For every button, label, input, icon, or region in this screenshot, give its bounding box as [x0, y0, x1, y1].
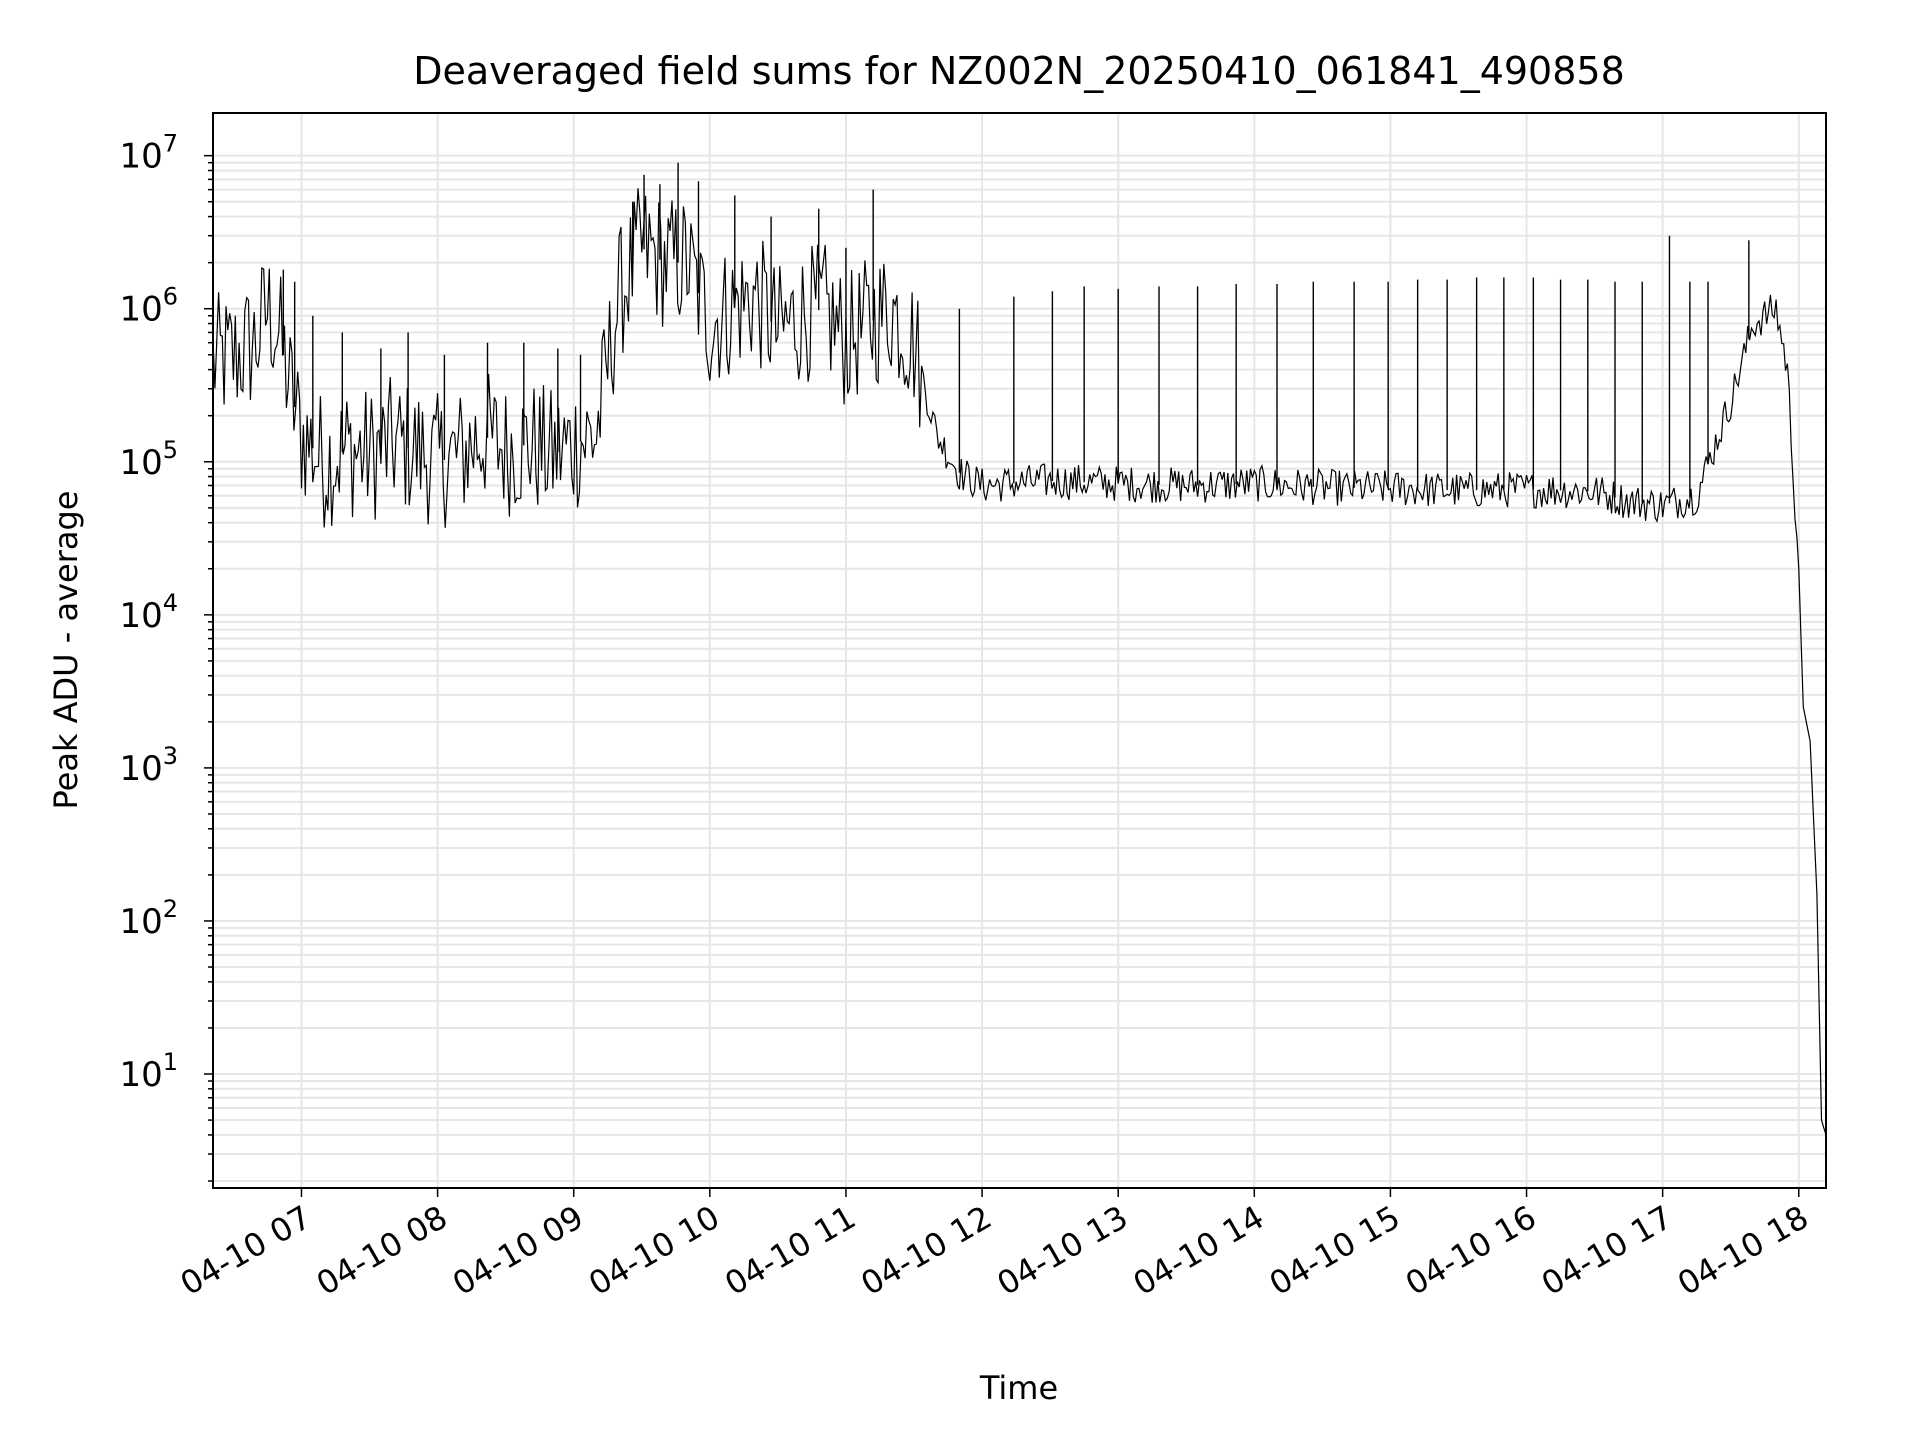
y-tick-label: 107 [119, 130, 178, 177]
y-tick-label: 104 [119, 589, 178, 636]
x-axis-label: Time [979, 1369, 1058, 1407]
data-series [212, 162, 1827, 1136]
y-tick-label: 105 [119, 436, 178, 483]
y-tick-label: 103 [119, 742, 178, 789]
y-axis-label: Peak ADU - average [47, 491, 85, 810]
series-line [212, 188, 1827, 1136]
y-tick-label: 106 [119, 283, 178, 330]
y-tick-label: 102 [119, 895, 178, 942]
y-tick-label: 101 [119, 1048, 178, 1095]
grid-lines [213, 113, 1826, 1188]
chart-title: Deaveraged field sums for NZ002N_2025041… [413, 49, 1625, 93]
plot-frame [212, 112, 1827, 1189]
